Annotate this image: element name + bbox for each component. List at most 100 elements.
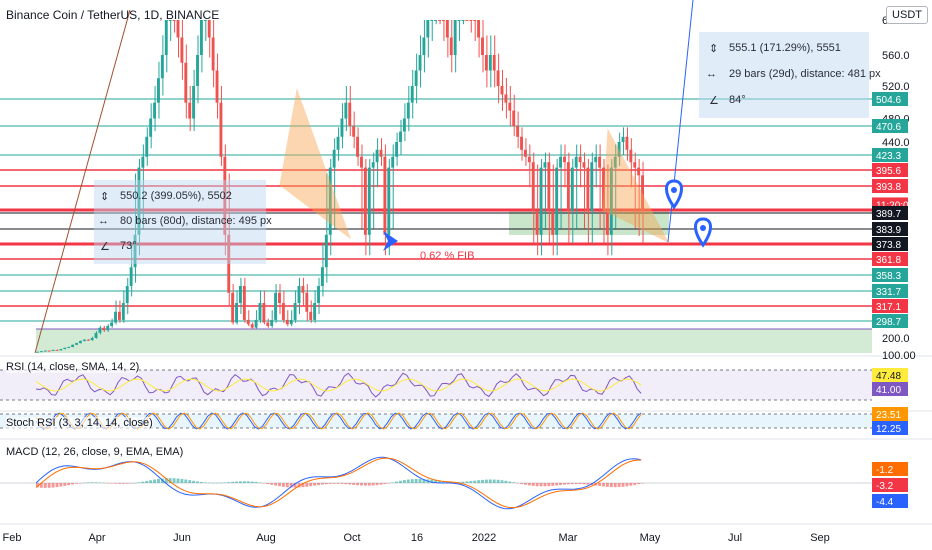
rsi-label: RSI (14, close, SMA, 14, 2) <box>6 361 140 373</box>
price-badge <box>872 252 908 266</box>
time-label: Jun <box>173 532 191 544</box>
pin-body <box>665 179 683 210</box>
macd-histogram-bar <box>481 479 484 483</box>
price-badge <box>872 222 908 236</box>
candle <box>317 286 320 304</box>
candle <box>574 156 578 168</box>
time-label: May <box>640 532 661 544</box>
candle <box>270 319 274 326</box>
macd-histogram-bar <box>227 482 231 483</box>
candle <box>281 303 285 320</box>
time-label: 16 <box>411 532 423 544</box>
candle <box>563 156 566 163</box>
macd-histogram-bar <box>71 483 75 485</box>
candle <box>367 167 371 235</box>
candle <box>578 156 582 163</box>
price-badge-text: 383.9 <box>876 225 901 236</box>
price-tick-label: 200.0 <box>882 333 910 345</box>
candle <box>356 136 360 157</box>
candle <box>531 162 535 212</box>
macd-histogram-bar <box>395 481 399 483</box>
macd-histogram-bar <box>211 482 215 484</box>
candle <box>496 70 500 86</box>
macd-histogram-bar <box>94 482 98 483</box>
candle <box>211 37 215 71</box>
macd-histogram-bar <box>297 483 301 488</box>
macd-histogram-bar <box>285 483 289 488</box>
candle <box>399 131 402 142</box>
measure-box-1[interactable]: ⇕ 555.1 (171.29%), 5551 ↔ 29 bars (29d),… <box>699 32 881 118</box>
macd-histogram-bar <box>469 481 473 483</box>
candle <box>320 267 324 287</box>
macd-histogram-bar <box>168 478 172 483</box>
candle <box>477 20 481 38</box>
candle <box>344 102 348 119</box>
macd-histogram-bar <box>371 483 375 486</box>
rsi-line <box>35 372 642 398</box>
currency-button[interactable]: USDT <box>886 6 928 24</box>
macd-value: -4.4 <box>876 497 894 508</box>
candle <box>160 55 164 79</box>
measure-angle: 73° <box>120 240 137 252</box>
macd-histogram-bar <box>192 480 196 483</box>
candle <box>598 156 602 168</box>
macd-histogram-bar <box>559 483 563 486</box>
macd-histogram-bar <box>602 483 605 487</box>
time-label: 2022 <box>472 532 496 544</box>
candle <box>410 86 414 103</box>
candle <box>445 20 449 38</box>
macd-histogram-bar <box>153 479 157 483</box>
measure-box-2[interactable]: ⇕ 550.2 (399.05%), 5502 ↔ 80 bars (80d),… <box>94 180 272 264</box>
macd-histogram-bar <box>477 480 481 483</box>
range-icon: ⇕ <box>100 191 110 203</box>
candle <box>551 211 555 235</box>
trend-line <box>34 9 131 354</box>
macd-histogram-bar <box>141 481 145 483</box>
price-badge <box>872 92 908 106</box>
macd-histogram-bar <box>254 481 258 483</box>
candle <box>555 167 559 235</box>
macd-histogram-bar <box>281 483 285 487</box>
candle <box>71 344 75 347</box>
macd-histogram-bar <box>555 483 559 486</box>
candle <box>55 349 59 351</box>
range-icon: ⇕ <box>709 43 719 55</box>
candle <box>297 286 301 304</box>
macd-histogram-bar <box>473 480 477 483</box>
price-badge <box>872 299 908 313</box>
macd-histogram-bar <box>379 483 383 485</box>
price-badge-text: 358.3 <box>876 271 901 282</box>
macd-signal-line <box>35 457 642 509</box>
macd-histogram-bar <box>500 480 504 483</box>
macd-histogram-bar <box>641 483 644 484</box>
candle <box>465 20 469 21</box>
macd-histogram-bar <box>496 479 500 483</box>
price-badge-text: 298.7 <box>876 317 901 328</box>
price-badge-text: 504.6 <box>876 95 901 106</box>
candle <box>121 303 125 320</box>
price-badge <box>872 314 908 328</box>
price-badge-text: 470.6 <box>876 122 901 133</box>
candle <box>250 324 254 328</box>
bars-icon: ↔ <box>706 68 717 80</box>
measure-range: 550.2 (399.05%), 5502 <box>120 190 232 202</box>
candle <box>383 156 387 235</box>
macd-histogram-bar <box>172 478 176 483</box>
macd-histogram-bar <box>566 483 570 485</box>
macd-histogram-bar <box>508 481 512 483</box>
macd-histogram-bar <box>117 483 121 484</box>
candle <box>164 20 168 55</box>
stoch-value: 23.51 <box>876 410 901 421</box>
macd-histogram-bar <box>414 478 418 483</box>
candle <box>149 118 153 137</box>
macd-histogram-bar <box>609 483 613 488</box>
candle <box>602 167 605 212</box>
bars-icon: ↔ <box>98 215 109 227</box>
price-tick-label: 440.0 <box>882 137 910 149</box>
candle <box>484 55 488 71</box>
candle <box>117 311 121 320</box>
macd-histogram-bar <box>196 481 199 483</box>
macd-histogram-bar <box>309 483 313 487</box>
candle <box>67 346 71 348</box>
macd-histogram-bar <box>422 479 426 483</box>
